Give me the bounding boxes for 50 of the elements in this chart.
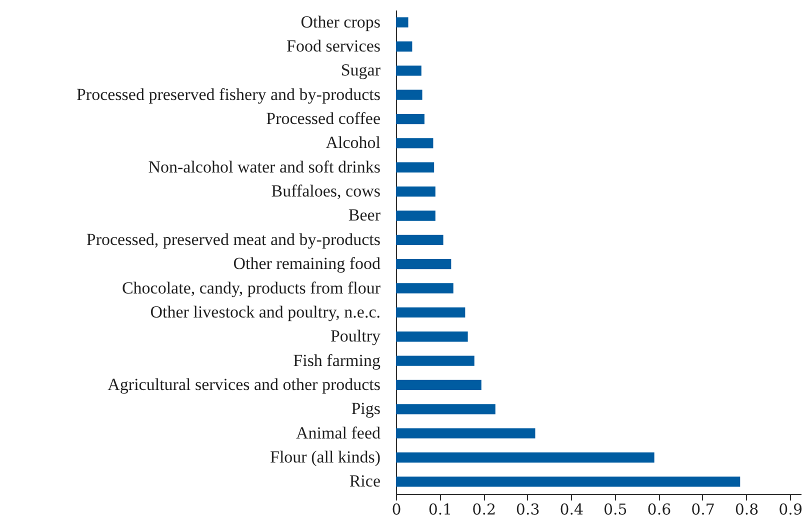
x-tick-label: 0.3 (516, 500, 540, 518)
y-tick-label: Alcohol (326, 133, 381, 152)
x-tick-label: 0.4 (560, 500, 584, 518)
x-tick-label: 0.6 (647, 500, 672, 518)
bar (396, 476, 740, 487)
y-tick-label: Processed coffee (266, 109, 380, 128)
bar (396, 114, 424, 124)
bar (396, 66, 422, 76)
y-tick-label: Processed, preserved meat and by-products (86, 230, 380, 249)
x-tick-label: 0.2 (472, 500, 496, 518)
y-tick-label: Processed preserved fishery and by-products (76, 84, 380, 104)
bar (396, 332, 468, 342)
y-tick-label: Animal feed (296, 423, 381, 442)
x-tick-label: 0.7 (691, 500, 715, 518)
bar (396, 17, 408, 28)
bar (396, 210, 436, 221)
y-tick-label: Poultry (330, 326, 381, 346)
bar (396, 428, 536, 438)
y-tick-label: Agricultural services and other products (108, 374, 380, 394)
y-tick-label: Flour (all kinds) (270, 447, 380, 466)
bar (396, 356, 474, 366)
y-tick-label: Beer (348, 206, 381, 225)
y-tick-label: Rice (349, 472, 380, 491)
x-tick-label: 0.1 (428, 500, 452, 518)
bar (396, 138, 434, 148)
y-tick-label: Sugar (340, 60, 381, 80)
y-tick-label: Chocolate, candy, products from flour (122, 278, 381, 298)
bar (396, 283, 454, 294)
y-tick-label: Other remaining food (233, 254, 381, 274)
bar (396, 380, 482, 390)
y-tick-label: Non-alcohol water and soft drinks (148, 157, 380, 176)
bar (396, 90, 422, 100)
y-tick-label: Food services (286, 36, 380, 56)
y-tick-label: Pigs (351, 399, 380, 418)
y-tick-label: Fish farming (293, 350, 381, 370)
x-tick-label: 0.5 (603, 500, 628, 518)
bar (396, 259, 452, 270)
bar (396, 404, 496, 414)
x-tick-label: 0 (392, 500, 402, 518)
bar (396, 186, 436, 197)
y-tick-label: Other livestock and poultry, n.e.c. (150, 302, 380, 322)
bar (396, 41, 412, 52)
x-tick-label: 0.8 (734, 500, 759, 518)
bar (396, 234, 444, 245)
bar (396, 452, 654, 463)
x-tick-label: 0.9 (778, 500, 802, 518)
y-tick-label: Buffaloes, cows (271, 182, 380, 201)
y-tick-label: Other crops (300, 12, 380, 32)
bar (396, 307, 466, 318)
bar (396, 162, 434, 172)
